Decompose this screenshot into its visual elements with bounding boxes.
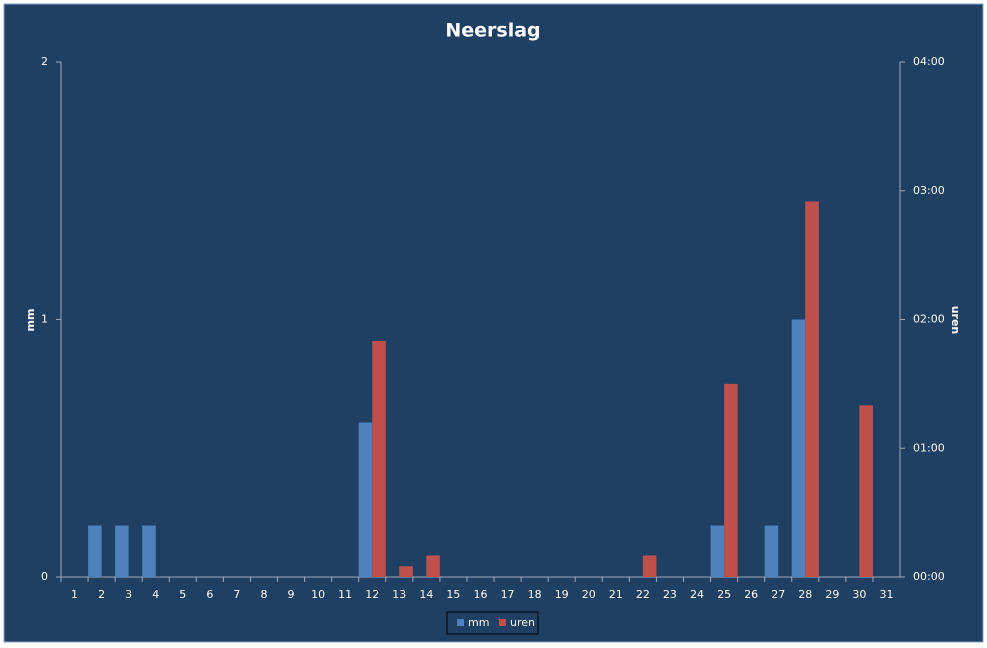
x-tick-label: 11 — [338, 588, 352, 601]
x-tick-label: 15 — [446, 588, 460, 601]
bar — [399, 566, 413, 577]
legend-box — [446, 611, 539, 635]
x-tick-label: 21 — [609, 588, 623, 601]
x-tick-label: 25 — [717, 588, 731, 601]
x-tick-label: 26 — [744, 588, 758, 601]
bar — [88, 525, 102, 577]
bar — [142, 525, 156, 577]
legend-label: mm — [468, 616, 489, 629]
x-tick-label: 4 — [152, 588, 159, 601]
x-tick-label: 14 — [419, 588, 433, 601]
x-tick-label: 28 — [798, 588, 812, 601]
legend-swatch — [499, 619, 506, 626]
bar — [115, 525, 129, 577]
x-tick-label: 8 — [260, 588, 267, 601]
x-tick-label: 23 — [663, 588, 677, 601]
bar — [805, 201, 819, 577]
chart-background — [3, 3, 984, 643]
chart-title: Neerslag — [445, 20, 540, 42]
x-tick-label: 3 — [125, 588, 132, 601]
bar — [724, 383, 738, 577]
x-tick-label: 2 — [98, 588, 105, 601]
x-tick-label: 13 — [392, 588, 406, 601]
x-tick-label: 9 — [288, 588, 295, 601]
x-tick-label: 31 — [879, 588, 893, 601]
bar — [710, 525, 725, 577]
y-tick-label: 1 — [41, 313, 48, 326]
x-tick-label: 20 — [582, 588, 596, 601]
y-axis-label: mm — [24, 309, 37, 332]
x-tick-label: 12 — [365, 588, 379, 601]
x-tick-label: 24 — [690, 588, 704, 601]
y2-tick-label: 04:00 — [913, 55, 945, 68]
bar — [372, 341, 386, 577]
y2-axis-label: uren — [949, 306, 962, 335]
x-tick-label: 27 — [771, 588, 785, 601]
bar — [642, 555, 657, 577]
y-tick-label: 0 — [41, 570, 48, 583]
x-tick-label: 29 — [825, 588, 839, 601]
y2-tick-label: 02:00 — [913, 313, 945, 326]
y2-tick-label: 00:00 — [913, 570, 945, 583]
y-tick-label: 2 — [41, 55, 48, 68]
x-tick-label: 30 — [852, 588, 866, 601]
x-tick-label: 22 — [636, 588, 650, 601]
bar — [358, 422, 373, 577]
x-tick-label: 19 — [555, 588, 569, 601]
bar — [791, 319, 806, 577]
x-tick-label: 1 — [71, 588, 78, 601]
legend-label: uren — [510, 616, 535, 629]
bar — [426, 555, 440, 577]
y2-tick-label: 03:00 — [913, 184, 945, 197]
x-tick-label: 10 — [311, 588, 325, 601]
x-tick-label: 16 — [474, 588, 488, 601]
bar — [859, 405, 873, 577]
x-tick-label: 5 — [179, 588, 186, 601]
x-tick-label: 17 — [501, 588, 515, 601]
x-tick-label: 18 — [528, 588, 542, 601]
legend-swatch — [457, 619, 464, 626]
bar — [764, 525, 779, 577]
y2-tick-label: 01:00 — [913, 441, 945, 454]
x-tick-label: 7 — [233, 588, 240, 601]
x-tick-label: 6 — [206, 588, 213, 601]
